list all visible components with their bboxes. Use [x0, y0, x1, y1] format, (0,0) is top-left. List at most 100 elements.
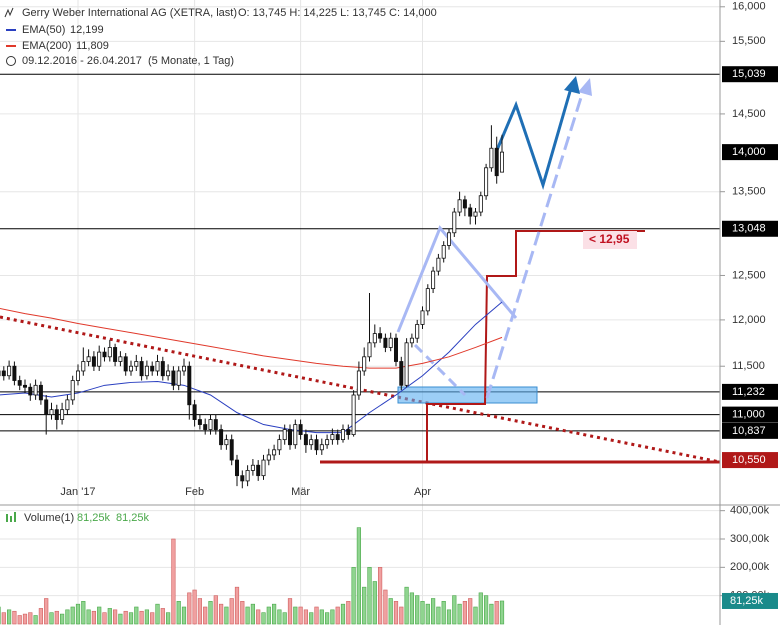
candle-body: [145, 366, 148, 376]
candle-body: [267, 455, 270, 460]
candle-body: [156, 362, 159, 371]
volume-bar: [251, 604, 255, 624]
volume-bar: [71, 607, 75, 624]
volume-bar: [262, 613, 266, 624]
candle-body: [437, 258, 440, 271]
volume-bar: [219, 604, 223, 624]
candle-body: [71, 381, 74, 400]
volume-bar: [288, 599, 292, 625]
candle-body: [2, 371, 5, 376]
zone: [398, 387, 537, 403]
candle-body: [331, 435, 334, 440]
candle-body: [394, 338, 397, 361]
candle-body: [61, 410, 64, 420]
volume-legend-value: 81,25k: [116, 512, 150, 524]
volume-bar: [39, 608, 43, 624]
volume-bar: [394, 601, 398, 624]
volume-bar: [129, 613, 133, 624]
candle-body: [368, 343, 371, 357]
volume-bar: [341, 604, 345, 624]
candle-body: [469, 208, 472, 216]
volume-bar: [135, 607, 139, 624]
candle-body: [177, 371, 180, 385]
volume-bar: [108, 608, 112, 624]
volume-bar: [474, 607, 478, 624]
candle-body: [379, 334, 382, 339]
candle-body: [294, 425, 297, 445]
candle-body: [182, 366, 185, 371]
legend-entry: EMA(200): [22, 40, 72, 52]
volume-bar: [161, 608, 165, 624]
candle-body: [55, 410, 58, 420]
candle-body: [389, 338, 392, 347]
candle-body: [220, 430, 223, 445]
candle-body: [347, 430, 350, 435]
candle-body: [315, 440, 318, 450]
period: (5 Monate, 1 Tag): [148, 55, 234, 67]
volume-bar: [484, 596, 488, 624]
volume-bar: [347, 601, 351, 624]
candle-body: [453, 212, 456, 233]
volume-bar: [283, 613, 287, 624]
volume-bar: [150, 613, 154, 624]
volume-bar: [92, 611, 96, 624]
volume-bar: [267, 607, 271, 624]
candle-body: [140, 362, 143, 376]
volume-bar: [44, 599, 48, 625]
volume-bar: [193, 590, 197, 624]
volume-tick-label: 200,00k: [730, 561, 770, 573]
volume-bar: [124, 611, 128, 624]
candle-body: [363, 357, 366, 371]
candle-body: [8, 366, 11, 376]
level-label: 15,039: [732, 68, 766, 80]
candle-body: [352, 395, 355, 435]
candle-body: [485, 168, 488, 196]
y-tick-label: 12,500: [732, 269, 766, 281]
candle-body: [129, 366, 132, 371]
candle-body: [474, 212, 477, 216]
volume-bar: [336, 607, 340, 624]
candle-body: [214, 420, 217, 430]
level-label: 11,232: [732, 386, 765, 398]
candle-body: [458, 200, 461, 212]
volume-bar: [156, 604, 160, 624]
volume-bar: [294, 607, 298, 624]
candle-body: [119, 357, 122, 362]
level-label: 10,550: [732, 454, 766, 466]
volume-bar: [246, 607, 250, 624]
volume-bar: [241, 601, 245, 624]
volume-bar: [331, 610, 335, 624]
volume-bar: [320, 610, 324, 624]
volume-bar: [140, 611, 144, 624]
volume-bar: [325, 613, 329, 624]
volume-bar: [384, 590, 388, 624]
volume-bar: [166, 613, 170, 624]
volume-bar: [198, 599, 202, 625]
candle-body: [167, 371, 170, 376]
volume-bar: [13, 611, 17, 624]
volume-bar: [453, 596, 457, 624]
icon: [6, 514, 8, 522]
y-tick-label: 15,500: [732, 35, 766, 47]
candle-body: [103, 352, 106, 357]
candle-body: [193, 405, 196, 420]
volume-bar: [463, 601, 467, 624]
volume-tick-label: 400,00k: [730, 505, 770, 517]
volume-bar: [29, 613, 33, 624]
volume-bar: [458, 604, 462, 624]
candle-body: [273, 450, 276, 455]
candle-body: [410, 338, 413, 343]
volume-bar: [145, 610, 149, 624]
candle-body: [188, 366, 191, 405]
level-label: 11,000: [732, 409, 765, 421]
volume-bar: [378, 567, 382, 624]
candle-body: [98, 352, 101, 366]
y-tick-label: 13,500: [732, 186, 766, 198]
volume-bar: [119, 614, 123, 624]
candle-body: [230, 440, 233, 460]
annotation: < 12,95: [589, 232, 630, 246]
volume-bar: [500, 601, 504, 624]
volume-bar: [172, 539, 176, 624]
volume-bar: [421, 601, 425, 624]
candle-body: [29, 387, 32, 395]
